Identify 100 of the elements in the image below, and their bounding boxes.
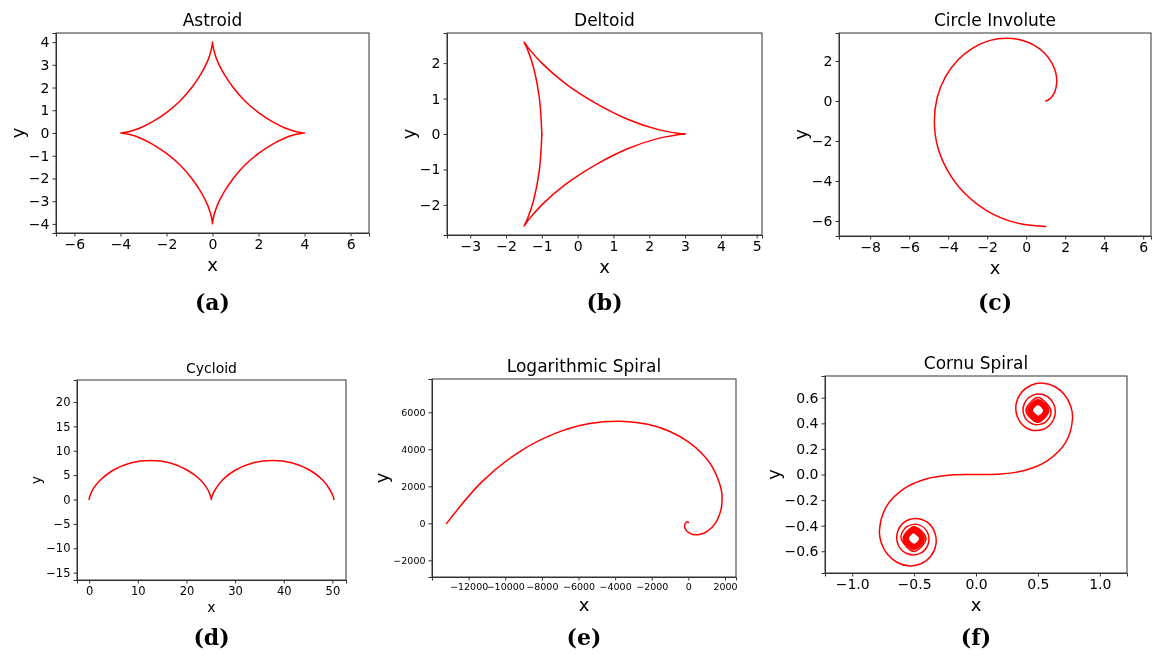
y-tick-label: 2000 <box>401 480 426 492</box>
y-axis-title: y <box>789 128 811 140</box>
chart-title: Cycloid <box>186 360 237 376</box>
x-tick-label: −3 <box>460 238 482 255</box>
chart-title: Deltoid <box>574 10 635 30</box>
y-tick-label: 0.2 <box>796 440 819 457</box>
x-tick-label: −10000 <box>486 581 525 593</box>
y-tick-label: −5 <box>53 517 71 532</box>
text: (b) <box>586 289 623 315</box>
x-tick-label: 1.0 <box>1089 576 1112 593</box>
x-tick-label: 50 <box>325 583 341 598</box>
chart-title: Logarithmic Spiral <box>506 356 662 376</box>
x-tick-label: 2 <box>254 236 264 253</box>
x-tick-label: 0 <box>208 236 218 253</box>
x-tick-label: −0.5 <box>897 576 932 593</box>
y-tick-label: −1 <box>419 161 441 178</box>
y-tick-label: −10 <box>46 541 71 556</box>
x-tick-label: 5 <box>752 238 762 255</box>
y-tick-label: −15 <box>46 565 71 580</box>
x-tick-label: −4 <box>938 239 960 256</box>
y-tick-label: −0.2 <box>784 492 819 509</box>
x-tick-label: 1 <box>609 238 619 255</box>
x-tick-label: −2 <box>156 236 178 253</box>
x-axis-title: x <box>599 256 611 277</box>
x-tick-label: 30 <box>228 583 243 598</box>
y-tick-label: −4 <box>28 215 50 232</box>
y-tick-label: 10 <box>55 443 71 458</box>
x-tick-label: −12000 <box>450 581 489 593</box>
chart-title: Cornu Spiral <box>923 353 1029 373</box>
x-axis-title: x <box>970 594 982 615</box>
x-tick-label: −8000 <box>526 581 559 593</box>
x-tick-label: −4 <box>110 236 132 253</box>
x-tick-label: 20 <box>179 583 195 598</box>
text: (c) <box>977 289 1013 315</box>
x-tick-label: −6000 <box>562 581 596 593</box>
y-tick-label: 6000 <box>401 406 426 418</box>
y-tick-label: 5 <box>63 468 71 483</box>
text: (a) <box>194 289 231 315</box>
x-tick-label: −2 <box>496 238 517 255</box>
x-tick-label: 4 <box>1100 239 1110 256</box>
y-tick-label: −6 <box>811 212 833 229</box>
x-tick-label: −2 <box>977 239 999 256</box>
x-axis-title: x <box>207 598 216 615</box>
text: (e) <box>566 624 602 650</box>
y-tick-label: −2 <box>419 196 441 213</box>
y-tick-label: 0.6 <box>796 389 819 406</box>
y-axis-title: y <box>397 128 419 140</box>
x-tick-label: 0 <box>86 583 94 598</box>
y-tick-label: 0.4 <box>796 415 819 432</box>
y-tick-label: −2 <box>811 132 833 149</box>
y-tick-label: 0 <box>40 124 50 141</box>
y-tick-label: 15 <box>55 419 71 434</box>
x-tick-label: 2 <box>1061 239 1071 256</box>
y-tick-label: 0 <box>823 92 833 109</box>
y-tick-label: 1 <box>40 102 50 119</box>
y-axis-title: y <box>6 127 28 139</box>
chart-title: Circle Involute <box>933 10 1057 30</box>
y-tick-label: 4 <box>40 34 50 51</box>
x-axis-title: x <box>207 254 219 275</box>
text: (f) <box>960 624 992 650</box>
x-tick-label: 0 <box>1022 239 1032 256</box>
y-tick-label: 3 <box>40 56 50 73</box>
x-axis-title: x <box>989 257 1001 278</box>
x-tick-label: 0 <box>685 581 692 593</box>
y-tick-label: 0 <box>63 492 71 507</box>
y-axis-title: y <box>762 468 784 480</box>
y-axis-title: y <box>28 475 45 485</box>
y-tick-label: −3 <box>28 193 50 210</box>
x-tick-label: 4 <box>300 236 310 253</box>
y-tick-label: −0.4 <box>784 517 819 534</box>
y-tick-label: −2000 <box>393 554 426 566</box>
y-tick-label: 2 <box>823 52 833 69</box>
x-tick-label: 3 <box>681 238 690 255</box>
chart-title: Astroid <box>182 10 243 30</box>
x-tick-label: 40 <box>276 583 292 598</box>
x-tick-label: −2000 <box>636 581 669 593</box>
y-tick-label: 0.0 <box>796 466 819 483</box>
y-tick-label: −1 <box>28 147 50 164</box>
x-tick-label: −1.0 <box>835 576 870 593</box>
x-tick-label: 10 <box>130 583 146 598</box>
y-tick-label: −0.6 <box>784 543 819 560</box>
x-tick-label: −4000 <box>599 581 632 593</box>
x-tick-label: 2 <box>645 238 655 255</box>
y-tick-label: 0 <box>419 517 426 529</box>
y-tick-label: 4000 <box>401 443 426 455</box>
y-tick-label: 0 <box>431 125 441 142</box>
x-tick-label: 2000 <box>713 581 738 593</box>
y-tick-label: 1 <box>431 90 441 107</box>
x-tick-label: 6 <box>1139 239 1149 256</box>
y-tick-label: 2 <box>431 55 441 72</box>
x-tick-label: −6 <box>899 239 921 256</box>
text: (d) <box>193 624 230 650</box>
x-tick-label: −1 <box>532 238 553 255</box>
y-tick-label: −2 <box>28 170 50 187</box>
y-tick-label: −4 <box>811 172 833 189</box>
x-tick-label: 0 <box>573 238 583 255</box>
x-tick-label: 0.0 <box>965 576 988 593</box>
x-tick-label: 0.5 <box>1027 576 1050 593</box>
x-tick-label: −8 <box>860 239 882 256</box>
x-axis-title: x <box>578 593 590 615</box>
